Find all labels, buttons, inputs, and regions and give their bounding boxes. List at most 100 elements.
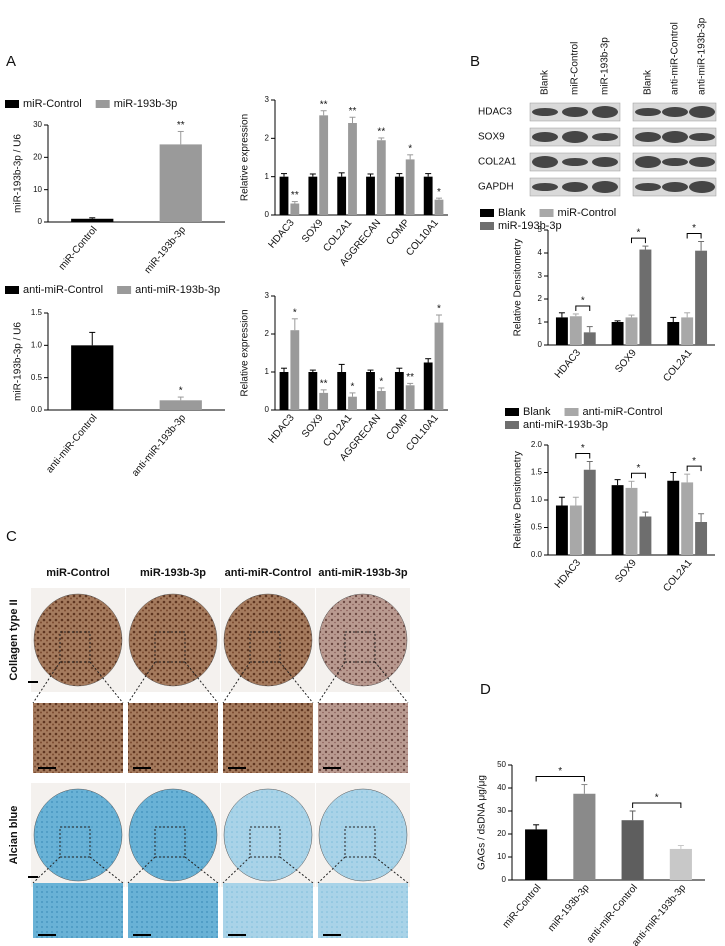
blot-column-label: miR-193b-3p (600, 37, 611, 95)
y-tick-label: 40 (497, 783, 506, 792)
y-tick-label: 30 (33, 120, 42, 129)
significance-label: * (379, 377, 383, 388)
legend-swatch (5, 100, 19, 108)
x-tick-label: SOX9 (613, 347, 639, 375)
panel-label: C (6, 528, 17, 545)
y-axis-label: miR-193b-3p / U6 (13, 134, 24, 213)
zoom-image (33, 883, 123, 938)
zoom-guide (374, 856, 409, 884)
significance-bracket (535, 776, 585, 782)
x-tick-label: miR-193b-3p (546, 882, 592, 934)
x-tick-label: miR-193b-3p (142, 224, 188, 276)
blot-band (689, 133, 715, 141)
x-tick-label: miR-Control (57, 225, 100, 273)
histology-section (128, 593, 218, 687)
blot-band (662, 107, 688, 117)
bar (290, 330, 300, 410)
bar (434, 322, 444, 410)
blot-band (562, 158, 588, 166)
bar (159, 400, 202, 410)
legend-label: anti-miR-193b-3p (135, 284, 220, 296)
significance-label: * (692, 223, 696, 234)
zoom-guide (32, 661, 61, 704)
legend-label: Blank (523, 406, 551, 418)
bar (319, 115, 329, 215)
legend-label: miR-193b-3p (498, 220, 562, 232)
histology-section (223, 593, 313, 687)
y-axis-label: Relative Densitometry (513, 451, 524, 549)
blot-band (635, 156, 661, 168)
blot-column-label: Blank (643, 69, 654, 95)
blot-band (689, 106, 715, 118)
legend-swatch (480, 209, 494, 217)
x-tick-label: COMP (384, 412, 412, 442)
significance-label: * (581, 443, 585, 454)
significance-label: ** (291, 190, 299, 201)
zoom-box (59, 631, 91, 663)
zoom-guide (184, 856, 219, 884)
y-tick-label: 0 (538, 340, 543, 349)
x-tick-label: SOX9 (613, 557, 639, 585)
histology-section (33, 788, 123, 882)
blot-band (662, 182, 688, 192)
blot-band (532, 183, 558, 191)
bar (348, 123, 357, 215)
blot-band (532, 156, 558, 168)
blot-row-label: GAPDH (478, 182, 514, 193)
y-tick-label: 1.0 (31, 340, 43, 349)
y-tick-label: 2.0 (531, 440, 543, 449)
histology-row-label: Alcian blue (8, 806, 20, 865)
histology-section (33, 593, 123, 687)
zoom-guide (279, 856, 314, 884)
bar (621, 820, 644, 880)
significance-bracket (575, 305, 591, 311)
zoom-guide (222, 661, 251, 704)
y-axis-label: Relative expression (240, 309, 251, 396)
zoom-image (318, 703, 408, 773)
blot-band (592, 106, 618, 118)
y-axis-label: miR-193b-3p / U6 (13, 322, 24, 401)
significance-label: * (179, 386, 183, 397)
bar (681, 482, 694, 555)
blot-band (592, 157, 618, 167)
bar (569, 316, 582, 345)
panel-label: A (6, 53, 16, 70)
bar (348, 396, 357, 410)
zoom-box (249, 631, 281, 663)
y-tick-label: 20 (33, 152, 42, 161)
significance-bracket (575, 453, 591, 459)
bar (583, 332, 596, 345)
significance-label: * (558, 766, 562, 777)
bar (695, 250, 708, 345)
bar (71, 218, 114, 222)
y-tick-label: 20 (497, 829, 506, 838)
y-tick-label: 10 (33, 185, 42, 194)
panel-label: B (470, 53, 480, 70)
x-tick-label: COL2A1 (661, 347, 694, 384)
zoom-image (33, 703, 123, 773)
bar (573, 793, 596, 880)
zoom-image (223, 703, 313, 773)
blot-band (592, 133, 618, 141)
blot-band (662, 131, 688, 143)
significance-label: * (655, 793, 659, 804)
x-tick-label: HDAC3 (267, 412, 297, 445)
x-tick-label: anti-miR-Control (44, 413, 99, 476)
significance-label: * (637, 463, 641, 474)
zoom-guide (279, 661, 314, 704)
bar (669, 848, 692, 880)
bar (376, 140, 386, 215)
bar (394, 372, 404, 410)
histology-section (223, 788, 313, 882)
histology-section (318, 593, 408, 687)
y-tick-label: 1.5 (531, 468, 543, 477)
significance-label: * (437, 187, 441, 198)
bar (405, 159, 415, 215)
x-tick-label: HDAC3 (267, 217, 297, 250)
bar (308, 176, 318, 215)
zoom-image (128, 703, 218, 773)
significance-label: * (637, 228, 641, 239)
y-tick-label: 2 (265, 329, 270, 338)
histology-column-label: miR-193b-3p (140, 567, 206, 579)
